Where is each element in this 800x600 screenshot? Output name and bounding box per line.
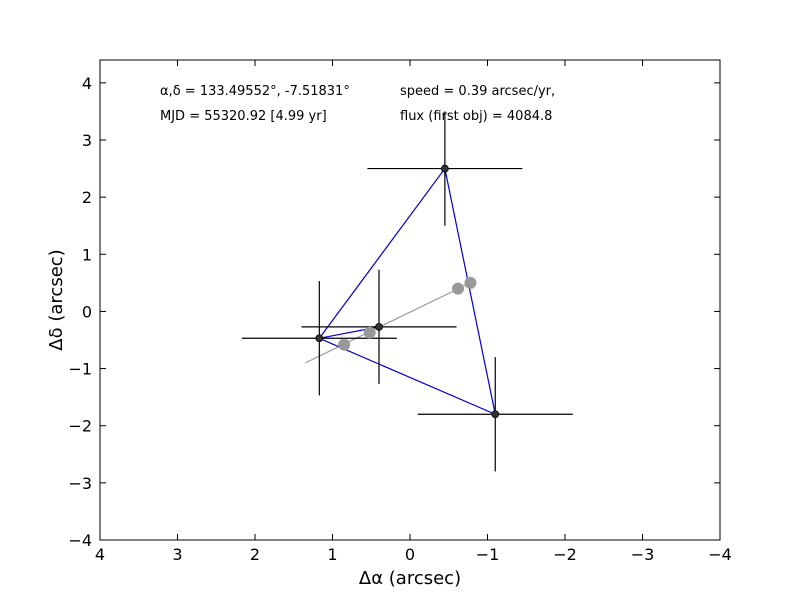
y-axis-title: Δδ (arcsec) (46, 249, 67, 350)
x-tick-label-7: −3 (631, 545, 655, 564)
y-tick-label-7: 3 (82, 131, 92, 150)
errorbar-layer (241, 111, 573, 472)
fit-line-layer (305, 282, 471, 364)
y-tick-label-3: −1 (68, 360, 92, 379)
fit-point-0 (338, 338, 351, 351)
coords-annotation: α,δ = 133.49552°, -7.51831° (160, 84, 350, 99)
x-axis-title: Δα (arcsec) (359, 568, 461, 589)
motion-path-layer (317, 167, 497, 416)
y-tick-label-5: 1 (82, 245, 92, 264)
x-tick-label-0: 4 (95, 545, 105, 564)
y-tick-label-6: 2 (82, 188, 92, 207)
x-tick-label-5: −1 (476, 545, 500, 564)
data-point-1 (375, 322, 383, 331)
data-point-0 (315, 334, 324, 343)
y-tick-label-1: −3 (68, 474, 92, 493)
fit-point-3 (464, 276, 477, 289)
y-tick-label-8: 4 (82, 74, 92, 93)
data-point-2 (440, 164, 449, 173)
plot-frame (99, 59, 721, 541)
fit-point-1 (363, 326, 376, 339)
fit-points-layer (338, 276, 477, 351)
x-tick-label-1: 3 (172, 545, 182, 564)
x-tick-label-4: 0 (405, 545, 415, 564)
x-tick-label-3: 1 (327, 545, 337, 564)
x-tick-label-8: −4 (708, 545, 732, 564)
measured-points-layer (315, 164, 500, 419)
axes-layer: 4 3 2 1 0 −1 −2 −3 −4 −4 −3 −2 −1 0 1 2 3 4 (68, 59, 732, 564)
y-tick-label-0: −4 (68, 531, 92, 550)
fit-point-2 (452, 282, 465, 295)
motion-path-line (317, 167, 497, 416)
fit-motion-line (305, 282, 471, 364)
speed-annotation: speed = 0.39 arcsec/yr, (400, 84, 555, 99)
y-tick-label-4: 0 (82, 302, 92, 321)
flux-annotation: flux (first obj) = 4084.8 (400, 109, 552, 124)
x-tick-label-6: −2 (553, 545, 577, 564)
x-tick-label-2: 2 (250, 545, 260, 564)
data-point-3 (491, 410, 500, 419)
mjd-annotation: MJD = 55320.92 [4.99 yr] (160, 109, 327, 124)
y-tick-label-2: −2 (68, 417, 92, 436)
